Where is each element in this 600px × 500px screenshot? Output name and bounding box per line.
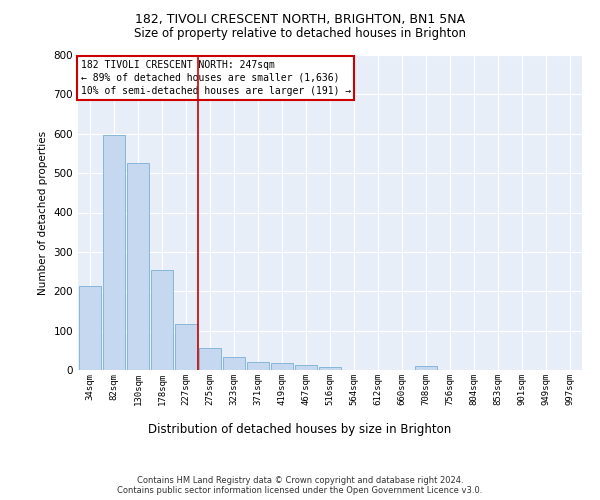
Bar (127, 164, 149, 370)
Bar (223, 357, 245, 370)
Bar (103, 134, 125, 370)
Y-axis label: Number of detached properties: Number of detached properties (38, 130, 48, 294)
Text: Contains HM Land Registry data © Crown copyright and database right 2024.
Contai: Contains HM Land Registry data © Crown c… (118, 476, 482, 495)
Bar (415, 366, 437, 370)
Text: 182 TIVOLI CRESCENT NORTH: 247sqm
← 89% of detached houses are smaller (1,636)
1: 182 TIVOLI CRESCENT NORTH: 247sqm ← 89% … (80, 60, 351, 96)
Bar (175, 324, 197, 370)
Bar (199, 348, 221, 370)
Text: Size of property relative to detached houses in Brighton: Size of property relative to detached ho… (134, 28, 466, 40)
Bar (295, 365, 317, 370)
Bar (151, 270, 173, 370)
Bar (247, 362, 269, 370)
Bar (79, 286, 101, 370)
Bar (271, 364, 293, 370)
Text: Distribution of detached houses by size in Brighton: Distribution of detached houses by size … (148, 422, 452, 436)
Text: 182, TIVOLI CRESCENT NORTH, BRIGHTON, BN1 5NA: 182, TIVOLI CRESCENT NORTH, BRIGHTON, BN… (135, 12, 465, 26)
Bar (319, 367, 341, 370)
